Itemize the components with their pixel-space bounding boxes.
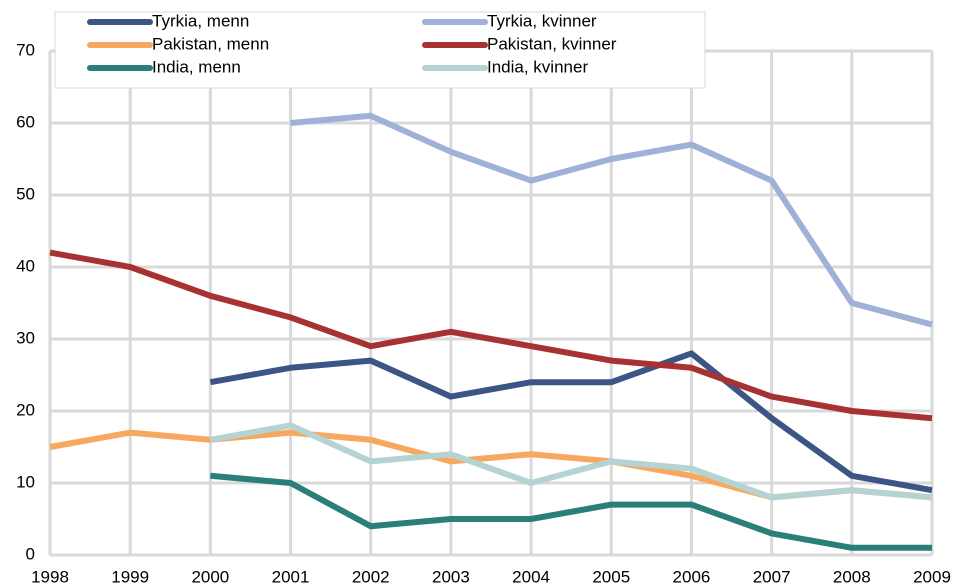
x-tick-label: 2005 — [592, 567, 630, 586]
series-line — [209, 422, 933, 501]
legend-box — [54, 11, 706, 89]
x-tick-label: 2004 — [512, 567, 550, 586]
y-tick-label: 30 — [16, 328, 35, 347]
x-tick-label: 1998 — [31, 567, 69, 586]
series-line — [210, 472, 932, 551]
y-tick-label: 50 — [16, 184, 35, 203]
series-line — [290, 112, 933, 328]
y-tick-label: 20 — [16, 400, 35, 419]
x-tick-label: 2008 — [833, 567, 871, 586]
y-tick-label: 0 — [26, 544, 35, 563]
y-tick-label: 60 — [16, 112, 35, 131]
series-line — [209, 350, 933, 494]
y-tick-label: 40 — [16, 256, 35, 275]
legend-label: Tyrkia, menn — [152, 11, 249, 30]
series-line — [49, 249, 933, 422]
x-tick-label: 2001 — [272, 567, 310, 586]
legend-label: Pakistan, menn — [152, 34, 269, 53]
legend-label: India, kvinner — [487, 57, 588, 76]
x-tick-label: 1999 — [111, 567, 149, 586]
x-tick-label: 2007 — [753, 567, 791, 586]
series-line — [49, 429, 933, 501]
legend-label: Tyrkia, kvinner — [487, 11, 597, 30]
y-tick-label: 70 — [16, 40, 35, 59]
y-tick-label: 10 — [16, 472, 35, 491]
x-tick-label: 2009 — [913, 567, 951, 586]
legend-label: India, menn — [152, 57, 241, 76]
x-tick-label: 2000 — [191, 567, 229, 586]
legend-label: Pakistan, kvinner — [487, 34, 617, 53]
legend: Tyrkia, menn Tyrkia, kvinner Pakistan, men… — [54, 11, 706, 89]
x-tick-label: 2002 — [352, 567, 390, 586]
x-tick-label: 2006 — [673, 567, 711, 586]
x-tick-label: 2003 — [432, 567, 470, 586]
